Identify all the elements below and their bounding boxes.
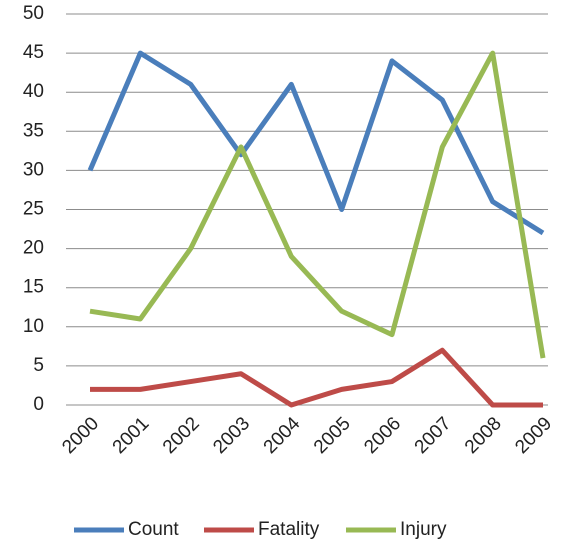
x-tick-label: 2002	[159, 413, 204, 458]
y-tick-label: 50	[23, 3, 44, 24]
y-tick-label: 30	[23, 159, 44, 180]
y-tick-label: 15	[23, 277, 44, 298]
x-tick-label: 2007	[411, 413, 456, 458]
y-tick-label: 35	[23, 120, 44, 141]
legend-label: Injury	[400, 519, 447, 540]
x-tick-label: 2009	[511, 413, 556, 458]
series-line	[90, 347, 543, 408]
y-tick-label: 45	[23, 42, 44, 63]
y-tick-label: 25	[23, 199, 44, 220]
series-line	[87, 50, 545, 236]
legend-label: Fatality	[258, 519, 320, 540]
y-tick-label: 5	[33, 355, 44, 376]
x-tick-label: 2001	[109, 413, 154, 458]
y-tick-label: 0	[33, 394, 44, 415]
x-tick-label: 2006	[360, 413, 405, 458]
y-tick-label: 20	[23, 238, 44, 259]
x-tick-label: 2004	[260, 413, 305, 458]
x-tick-label: 2000	[58, 413, 103, 458]
y-tick-label: 10	[23, 316, 44, 337]
x-tick-label: 2003	[209, 413, 254, 458]
x-tick-label: 2005	[310, 413, 355, 458]
x-tick-label: 2008	[461, 413, 506, 458]
legend-label: Count	[128, 519, 179, 540]
series-line	[89, 50, 546, 359]
y-tick-label: 40	[23, 81, 44, 102]
